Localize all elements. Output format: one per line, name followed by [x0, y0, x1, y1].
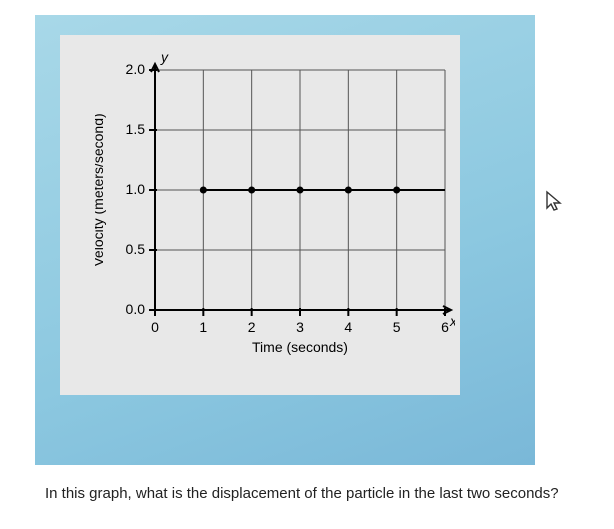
x-tick-5: 5	[393, 319, 401, 335]
x-tick-6: 6	[441, 319, 449, 335]
y-tick-4: 2.0	[126, 61, 146, 77]
velocity-time-chart: 0 1 2 3 4 5 6 0.0 0.5 1.0 1.5 2.0 y x Ti…	[95, 50, 455, 380]
question-text: In this graph, what is the displacement …	[45, 485, 559, 502]
y-tick-2: 1.0	[126, 181, 146, 197]
x-tick-3: 3	[296, 319, 304, 335]
page: 0 1 2 3 4 5 6 0.0 0.5 1.0 1.5 2.0 y x Ti…	[0, 0, 614, 529]
y-axis-label: Velocity (meters/second)	[95, 113, 106, 266]
x-tick-labels: 0 1 2 3 4 5 6	[151, 319, 449, 335]
x-tick-0: 0	[151, 319, 159, 335]
y-tick-labels: 0.0 0.5 1.0 1.5 2.0	[126, 61, 146, 317]
x-tick-1: 1	[199, 319, 207, 335]
y-tick-3: 1.5	[126, 121, 146, 137]
y-tick-1: 0.5	[126, 241, 146, 257]
x-tick-4: 4	[344, 319, 352, 335]
y-tick-0: 0.0	[126, 301, 146, 317]
x-axis-symbol: x	[449, 313, 455, 329]
cursor-icon	[545, 190, 563, 212]
y-axis-symbol: y	[160, 50, 169, 65]
x-tick-2: 2	[248, 319, 256, 335]
x-axis-label: Time (seconds)	[252, 339, 348, 355]
